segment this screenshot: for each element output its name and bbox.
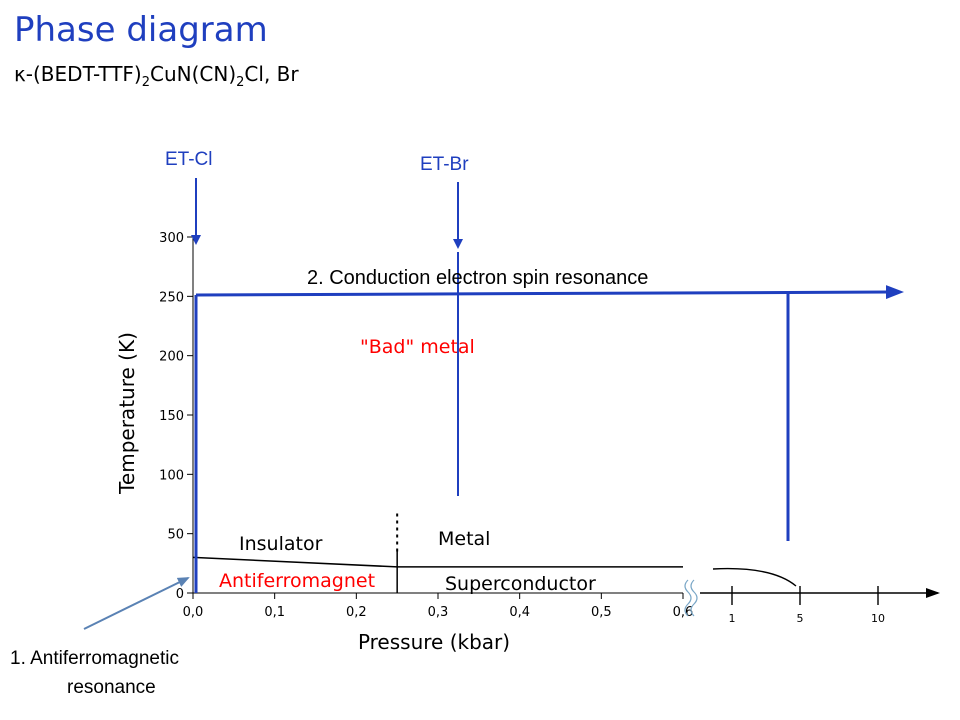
x-tick-label: 0,6 [673,605,694,620]
afmr-arrow [83,577,190,630]
region-label-superconductor: Superconductor [445,573,596,595]
x-tick-label: 0,0 [183,605,204,620]
subtitle-subscript-2: 2 [236,75,245,90]
y-tick-label: 250 [159,290,184,305]
x-tick-label: 0,4 [509,605,530,620]
sample-label-et-br: ET-Br [420,154,469,175]
subtitle-subscript-1: 2 [141,75,150,90]
x-tick-label: 0,5 [591,605,612,620]
annotation-afmr-line1: 1. Antiferromagnetic [10,648,179,669]
slide-subtitle: κ-(BEDT-TTF)2CuN(CN)2Cl, Br [14,62,299,90]
phase-boundaries [192,512,683,593]
y-tick-label: 200 [159,350,184,365]
y-tick-label: 300 [159,231,184,246]
region-label-antiferromagnet: Antiferromagnet [219,570,375,592]
subtitle-mid: CuN(CN) [150,62,237,86]
y-tick-label: 0 [176,587,184,602]
axis-break-icon [684,579,698,617]
y-axis-label: Temperature (K) [115,332,139,495]
slide-title: Phase diagram [14,10,268,50]
x-tick-label: 0,2 [346,605,367,620]
annotation-afmr-line2: resonance [67,677,156,698]
region-label-metal: Metal [438,528,490,550]
y-tick-label: 50 [167,528,184,543]
y-ticks: 0 50 100 150 200 250 300 [159,231,193,602]
x-tick-label: 0,1 [264,605,285,620]
annotation-cesr: 2. Conduction electron spin resonance [307,267,648,289]
region-label-insulator: Insulator [239,533,323,555]
cesr-pressure-arrow [195,285,904,300]
subtitle-suffix: Cl, Br [244,62,299,86]
y-tick-label: 150 [159,409,184,424]
extended-tick-label-5: 5 [797,612,804,625]
extended-tick-label-10: 10 [871,612,885,625]
region-label-bad-metal: "Bad" metal [360,336,475,358]
boundary-insulator-metal [192,556,398,568]
x-axis-label: Pressure (kbar) [358,630,510,654]
extended-superconducting-dome [712,567,797,587]
x-tick-label: 0,3 [428,605,449,620]
extended-tick-label-1: 1 [729,612,736,625]
sample-label-et-cl: ET-Cl [165,149,213,170]
y-tick-label: 100 [159,468,184,483]
x-ticks: 0,0 0,1 0,2 0,3 0,4 0,5 0,6 [183,593,694,620]
subtitle-prefix: κ-(BEDT-TTF) [14,62,142,86]
